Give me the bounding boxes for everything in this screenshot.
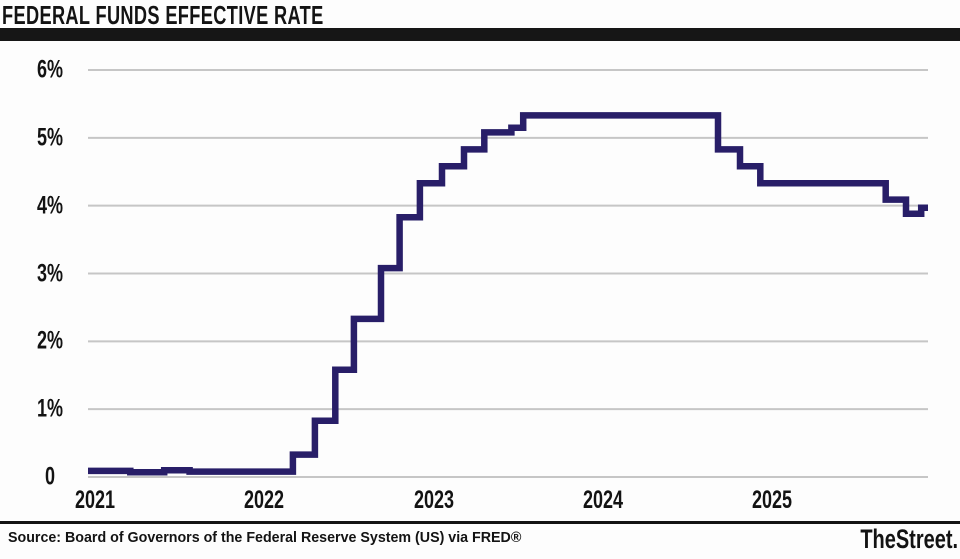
- x-axis-label: 2021: [74, 486, 116, 514]
- rate-line: [88, 112, 928, 476]
- x-axis-label: 2025: [752, 486, 793, 514]
- source-note: Source: Board of Governors of the Federa…: [8, 529, 548, 546]
- y-axis-label: 1%: [36, 394, 64, 423]
- x-axis-label: 2024: [583, 486, 624, 514]
- y-axis-label: 4%: [36, 191, 64, 220]
- x-axis-label: 2023: [413, 486, 454, 514]
- x-axis-label: 2022: [244, 486, 285, 514]
- y-axis-label: 0: [44, 462, 56, 491]
- page-title-text: FEDERAL FUNDS EFFECTIVE RATE: [2, 0, 324, 30]
- y-axis-label: 5%: [36, 123, 64, 152]
- y-axis-label: 2%: [36, 326, 64, 355]
- thestreet-logo-text: TheStreet.: [860, 524, 958, 554]
- y-axis-label: 6%: [36, 55, 64, 84]
- title-divider-rule: [0, 28, 960, 41]
- footer-divider-rule: [0, 521, 960, 524]
- y-axis-label: 3%: [36, 259, 64, 287]
- thestreet-logo: TheStreet.: [826, 524, 958, 555]
- source-note-text: Source: Board of Governors of the Federa…: [8, 529, 522, 546]
- page-title: FEDERAL FUNDS EFFECTIVE RATE: [2, 0, 461, 30]
